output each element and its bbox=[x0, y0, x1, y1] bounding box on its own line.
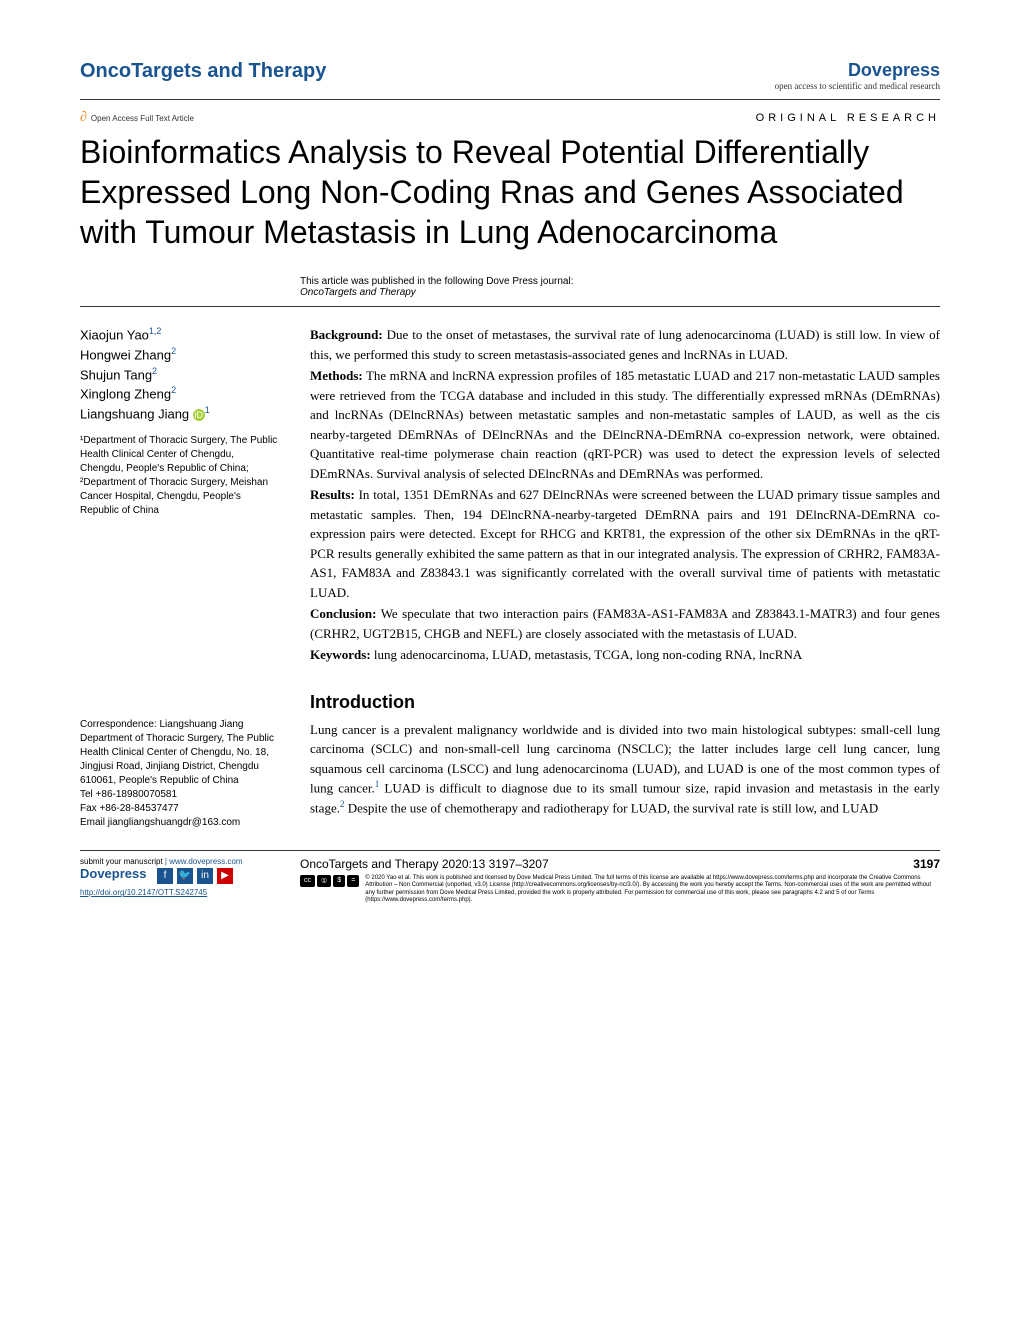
correspondence-email: Email jiangliangshuangdr@163.com bbox=[80, 816, 280, 830]
divider bbox=[80, 306, 940, 307]
dovepress-footer-logo[interactable]: Dovepress bbox=[80, 866, 146, 881]
publisher-box: Dovepress open access to scientific and … bbox=[775, 60, 940, 91]
abstract-methods: Methods: The mRNA and lncRNA expression … bbox=[310, 366, 940, 483]
cc-badge-2: ① bbox=[317, 875, 331, 887]
author-4: Xinglong Zheng2 bbox=[80, 384, 280, 404]
cc-badges: cc ① $ = bbox=[300, 875, 359, 887]
citation-text: OncoTargets and Therapy 2020:13 3197–320… bbox=[300, 857, 549, 871]
correspondence-label: Correspondence: Liangshuang Jiang bbox=[80, 718, 280, 732]
journal-title: OncoTargets and Therapy bbox=[80, 60, 326, 83]
header-bar: OncoTargets and Therapy Dovepress open a… bbox=[80, 60, 940, 100]
cc-badge-3: $ bbox=[333, 875, 345, 887]
twitter-icon[interactable]: 🐦 bbox=[177, 868, 193, 884]
correspondence-address: Department of Thoracic Surgery, The Publ… bbox=[80, 732, 280, 788]
citation-row: OncoTargets and Therapy 2020:13 3197–320… bbox=[300, 857, 940, 871]
publisher-logo[interactable]: Dovepress bbox=[775, 60, 940, 81]
footer-brand-row: Dovepress f 🐦 in ▶ bbox=[80, 866, 280, 884]
journal-note-line2: OncoTargets and Therapy bbox=[300, 287, 416, 298]
introduction-heading: Introduction bbox=[310, 689, 940, 716]
content-columns: Xiaojun Yao1,2 Hongwei Zhang2 Shujun Tan… bbox=[80, 325, 940, 830]
orcid-icon[interactable]: iD bbox=[193, 409, 205, 421]
author-1: Xiaojun Yao1,2 bbox=[80, 325, 280, 345]
right-column: Background: Due to the onset of metastas… bbox=[310, 325, 940, 830]
cc-text: © 2020 Yao et al. This work is published… bbox=[365, 875, 940, 904]
linkedin-icon[interactable]: in bbox=[197, 868, 213, 884]
article-type: ORIGINAL RESEARCH bbox=[756, 112, 940, 124]
youtube-icon[interactable]: ▶ bbox=[217, 868, 233, 884]
author-3: Shujun Tang2 bbox=[80, 365, 280, 385]
open-access-badge: ∂ Open Access Full Text Article bbox=[80, 110, 194, 126]
left-column: Xiaojun Yao1,2 Hongwei Zhang2 Shujun Tan… bbox=[80, 325, 280, 830]
correspondence: Correspondence: Liangshuang Jiang Depart… bbox=[80, 718, 280, 830]
correspondence-fax: Fax +86-28-84537477 bbox=[80, 802, 280, 816]
publisher-tagline: open access to scientific and medical re… bbox=[775, 81, 940, 91]
footer: submit your manuscript | www.dovepress.c… bbox=[80, 850, 940, 904]
author-5: Liangshuang Jiang iD1 bbox=[80, 404, 280, 424]
cc-badge-1: cc bbox=[300, 875, 315, 887]
submit-manuscript: submit your manuscript | www.dovepress.c… bbox=[80, 857, 280, 866]
article-title: Bioinformatics Analysis to Reveal Potent… bbox=[80, 132, 940, 252]
cc-badge-4: = bbox=[347, 875, 359, 887]
footer-center: OncoTargets and Therapy 2020:13 3197–320… bbox=[300, 857, 940, 904]
introduction-body: Lung cancer is a prevalent malignancy wo… bbox=[310, 720, 940, 818]
open-access-label: Open Access Full Text Article bbox=[91, 114, 194, 123]
abstract-background: Background: Due to the onset of metastas… bbox=[310, 325, 940, 364]
doi-link[interactable]: http://doi.org/10.2147/OTT.S242745 bbox=[80, 888, 280, 897]
journal-note: This article was published in the follow… bbox=[300, 276, 940, 298]
cc-row: cc ① $ = © 2020 Yao et al. This work is … bbox=[300, 875, 940, 904]
social-icons: f 🐦 in ▶ bbox=[157, 868, 233, 884]
abstract-results: Results: In total, 1351 DEmRNAs and 627 … bbox=[310, 485, 940, 602]
facebook-icon[interactable]: f bbox=[157, 868, 173, 884]
page-number: 3197 bbox=[913, 857, 940, 871]
open-access-icon: ∂ bbox=[80, 110, 87, 126]
footer-left: submit your manuscript | www.dovepress.c… bbox=[80, 857, 280, 904]
correspondence-tel: Tel +86-18980070581 bbox=[80, 788, 280, 802]
submit-link[interactable]: | www.dovepress.com bbox=[165, 857, 243, 866]
abstract-conclusion: Conclusion: We speculate that two intera… bbox=[310, 604, 940, 643]
authors-list: Xiaojun Yao1,2 Hongwei Zhang2 Shujun Tan… bbox=[80, 325, 280, 424]
open-access-row: ∂ Open Access Full Text Article ORIGINAL… bbox=[80, 110, 940, 126]
author-2: Hongwei Zhang2 bbox=[80, 345, 280, 365]
affiliations: ¹Department of Thoracic Surgery, The Pub… bbox=[80, 434, 280, 518]
abstract-keywords: Keywords: lung adenocarcinoma, LUAD, met… bbox=[310, 645, 940, 665]
journal-note-line1: This article was published in the follow… bbox=[300, 276, 573, 287]
